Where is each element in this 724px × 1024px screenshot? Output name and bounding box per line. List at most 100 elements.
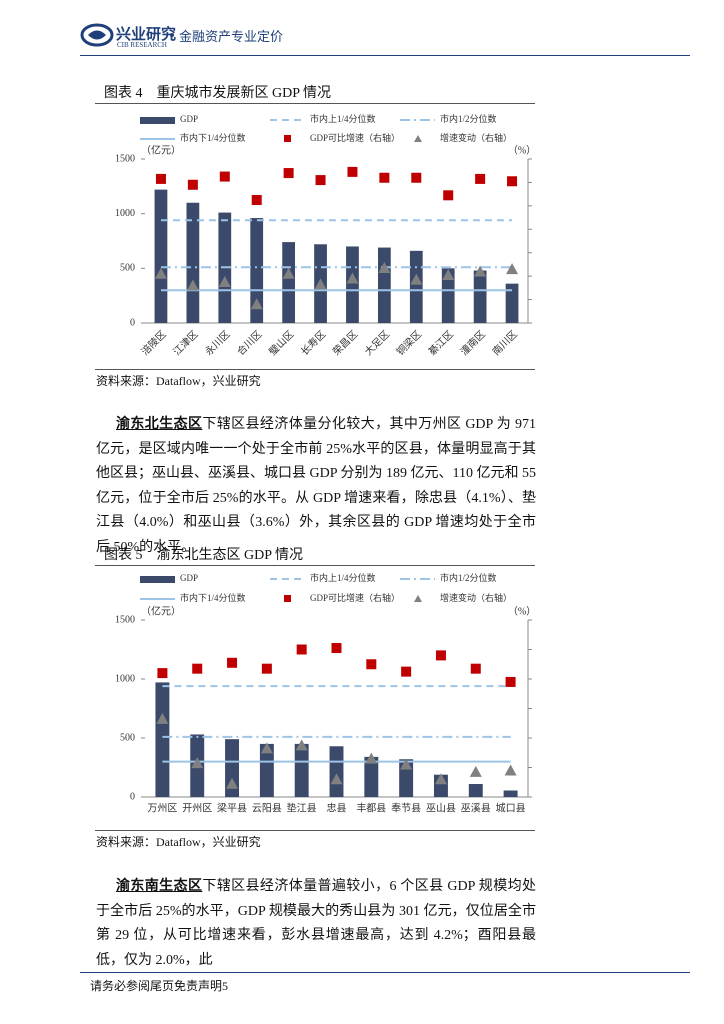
bar <box>250 218 264 323</box>
square-marker <box>379 172 390 183</box>
bar <box>441 268 455 323</box>
legend-swatch <box>140 576 175 583</box>
bar <box>294 743 309 797</box>
square-marker <box>187 179 198 190</box>
triangle-marker <box>282 267 295 279</box>
x-tick-label: 合川区 <box>234 328 264 358</box>
triangle-marker <box>506 263 519 275</box>
logo-mark <box>80 23 114 47</box>
paragraph-lead: 渝东北生态区 <box>116 417 203 432</box>
triangle-marker <box>226 777 239 789</box>
bar <box>155 682 170 797</box>
square-marker <box>435 650 446 661</box>
chart: （亿元）（%）050010001500-6.0-4.0-2.00.02.04.0… <box>115 572 535 814</box>
x-tick-label: 丰都县 <box>356 801 386 814</box>
logo-cn: 兴业研究 <box>116 27 177 43</box>
triangle-marker <box>410 273 423 285</box>
triangle-marker <box>474 265 487 277</box>
square-marker <box>227 657 238 668</box>
figure-source: 资料来源：Dataflow，兴业研究 <box>96 835 261 849</box>
x-tick-label: 万州区 <box>147 802 177 814</box>
legend-label: 市内下1/4分位数 <box>180 132 246 143</box>
legend-label: GDP <box>180 114 198 124</box>
x-tick-label: 巫溪县 <box>461 802 491 814</box>
x-tick-label: 潼南区 <box>457 328 487 358</box>
square-marker <box>283 168 294 179</box>
header-rule <box>80 55 690 56</box>
y-tick-label: 1000 <box>115 208 135 219</box>
figure-label: 图表 4 <box>104 86 143 101</box>
square-marker <box>475 173 486 184</box>
triangle-marker <box>154 267 167 279</box>
y-tick-label: 1500 <box>115 153 135 164</box>
triangle-marker <box>434 773 447 785</box>
figure-rule <box>95 103 535 104</box>
legend-swatch <box>414 595 422 602</box>
square-marker <box>507 176 518 187</box>
page-number: 5 <box>222 979 229 993</box>
figure-caption: 图表 5 渝东北生态区 GDP 情况 <box>104 544 303 564</box>
paragraph: 渝东北生态区下辖区县经济体量分化较大，其中万州区 GDP 为 971 亿元，是区… <box>96 413 536 561</box>
triangle-marker <box>314 278 327 290</box>
triangle-marker <box>469 765 482 777</box>
square-marker <box>219 171 230 182</box>
legend-label: 增速变动（右轴） <box>440 132 512 143</box>
paragraph-lead: 渝东南生态区 <box>116 879 203 894</box>
tagline: 金融资产专业定价 <box>179 29 284 44</box>
figure-caption: 图表 4 重庆城市发展新区 GDP 情况 <box>104 82 331 102</box>
paragraph-text: 下辖区县经济体量分化较大，其中万州区 GDP 为 971 亿元，是区域内唯一一个… <box>96 417 536 555</box>
legend-swatch <box>140 117 175 124</box>
square-marker <box>157 668 168 679</box>
bar <box>473 270 487 323</box>
legend-label: 市内上1/4分位数 <box>310 113 376 124</box>
triangle-marker <box>365 752 378 764</box>
x-tick-label: 大足区 <box>362 328 392 358</box>
square-marker <box>443 190 454 201</box>
bar <box>409 250 423 323</box>
footer-note: 请务必参阅尾页免责声明 <box>90 979 223 993</box>
x-tick-label: 开州区 <box>182 802 212 814</box>
x-tick-label: 奉节县 <box>391 801 421 814</box>
x-tick-label: 璧山区 <box>266 328 296 358</box>
figure-title: 重庆城市发展新区 GDP 情况 <box>156 86 332 101</box>
legend-label: GDP可比增速（右轴） <box>310 592 400 603</box>
bar <box>503 790 518 797</box>
y2-axis-label: （%） <box>508 605 535 617</box>
bar <box>154 189 168 323</box>
triangle-marker <box>295 739 308 751</box>
bar <box>346 246 359 323</box>
chart: （亿元）（%）050010001500-8.0-6.0-4.0-2.00.02.… <box>115 113 535 358</box>
legend-label: 增速变动（右轴） <box>440 592 512 603</box>
square-marker <box>366 659 377 670</box>
legend-swatch <box>284 135 291 142</box>
footer-rule <box>80 972 690 973</box>
bar <box>186 202 200 323</box>
x-tick-label: 荣昌区 <box>331 328 361 358</box>
paragraph: 渝东南生态区下辖区县经济体量普遍较小，6 个区县 GDP 规模均处于全市后 25… <box>96 875 536 973</box>
logo-en: CIB RESEARCH <box>117 41 167 49</box>
y-tick-label: 500 <box>120 263 135 274</box>
square-marker <box>505 676 516 687</box>
source-rule <box>95 369 535 370</box>
x-tick-label: 南川区 <box>489 328 519 358</box>
square-marker <box>192 663 203 674</box>
legend-label: 市内1/2分位数 <box>440 113 497 124</box>
bar <box>282 242 296 323</box>
x-tick-label: 涪陵区 <box>138 328 168 358</box>
triangle-marker <box>250 298 263 310</box>
bar <box>468 784 483 797</box>
x-tick-label: 忠县 <box>327 802 347 814</box>
bar <box>377 247 391 323</box>
bar <box>364 756 379 797</box>
figure-source: 资料来源：Dataflow，兴业研究 <box>96 374 261 388</box>
y-tick-label: 1500 <box>115 614 135 625</box>
y2-axis-label: （%） <box>508 144 535 156</box>
x-tick-label: 城口县 <box>496 802 526 814</box>
y-tick-label: 0 <box>130 317 135 328</box>
legend-label: 市内1/2分位数 <box>440 572 497 583</box>
bullet <box>170 33 174 37</box>
triangle-marker <box>378 261 391 273</box>
square-marker <box>296 644 307 655</box>
y-tick-label: 0 <box>130 791 135 802</box>
